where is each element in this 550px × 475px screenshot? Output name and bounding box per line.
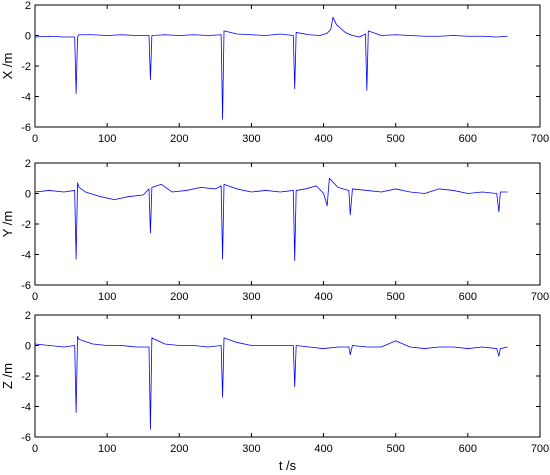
y-tick-label: 2	[25, 158, 31, 170]
x-tick-label: 100	[98, 443, 116, 455]
y-axis-label: Y /m	[0, 211, 15, 238]
subplot-1: 0 100 200 300 400 500 600 700 -6 -4 -2 0 2 X /m	[0, 0, 549, 145]
x-tick-label: 0	[32, 133, 38, 145]
plot-frame	[34, 314, 541, 438]
x-tick-label: 700	[531, 291, 549, 303]
x-tick-label: 500	[387, 443, 405, 455]
x-tick-label: 0	[32, 291, 38, 303]
y-tick-label: 0	[25, 341, 31, 353]
y-tick-label: -4	[21, 250, 31, 262]
x-tick-label: 400	[314, 291, 332, 303]
x-tick-label: 200	[170, 133, 188, 145]
x-tick-label: 0	[32, 443, 38, 455]
x-axis-label: t /s	[279, 458, 297, 473]
x-tick-label: 100	[98, 133, 116, 145]
plot-frame	[34, 4, 541, 128]
x-tick-label: 600	[459, 133, 477, 145]
y-tick-label: -4	[21, 92, 31, 104]
x-tick-label: 200	[170, 291, 188, 303]
plot-frame	[34, 162, 541, 286]
x-tick-label: 100	[98, 291, 116, 303]
y-tick-label: -6	[21, 280, 31, 292]
y-tick-label: -6	[21, 432, 31, 444]
y-tick-label: -2	[21, 61, 31, 73]
series-line-1	[34, 335, 508, 430]
y-axis-label: Z /m	[0, 363, 15, 389]
x-tick-label: 500	[387, 291, 405, 303]
x-tick-label: 500	[387, 133, 405, 145]
y-tick-label: 0	[25, 31, 31, 43]
y-tick-label: -2	[21, 371, 31, 383]
x-tick-label: 700	[531, 443, 549, 455]
y-tick-label: 0	[25, 189, 31, 201]
x-tick-label: 300	[242, 443, 260, 455]
subplot-2: 0 100 200 300 400 500 600 700 -6 -4 -2 0 2 Y /m	[0, 158, 549, 303]
y-axis-label: X /m	[0, 53, 15, 80]
x-tick-label: 600	[459, 291, 477, 303]
subplot-3: 0 100 200 300 400 500 600 700 -6 -4 -2 0 2 Z /m t /s	[0, 310, 549, 473]
y-tick-label: -2	[21, 219, 31, 231]
x-tick-label: 200	[170, 443, 188, 455]
y-tick-label: 2	[25, 310, 31, 322]
x-tick-label: 400	[314, 443, 332, 455]
y-tick-label: -4	[21, 402, 31, 414]
y-tick-label: -6	[21, 122, 31, 134]
y-tick-label: 2	[25, 0, 31, 12]
series-line-1	[34, 177, 508, 262]
x-tick-label: 300	[242, 133, 260, 145]
x-tick-label: 300	[242, 291, 260, 303]
series-line-1	[34, 16, 508, 120]
x-tick-label: 700	[531, 133, 549, 145]
x-tick-label: 600	[459, 443, 477, 455]
x-tick-label: 400	[314, 133, 332, 145]
